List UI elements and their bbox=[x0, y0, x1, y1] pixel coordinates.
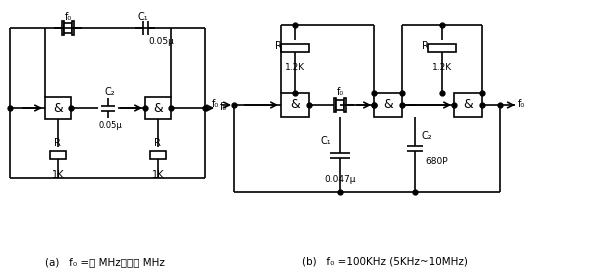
Text: 1.2K: 1.2K bbox=[432, 64, 452, 73]
Bar bbox=[281, 93, 309, 117]
Text: f₀: f₀ bbox=[64, 12, 71, 22]
Text: C₂: C₂ bbox=[104, 87, 115, 97]
Text: &: & bbox=[153, 102, 163, 114]
Bar bbox=[45, 97, 71, 119]
Bar bbox=[50, 151, 66, 159]
Bar bbox=[62, 21, 64, 35]
Text: 680P: 680P bbox=[425, 158, 448, 167]
Bar bbox=[374, 93, 402, 117]
Bar bbox=[428, 44, 456, 52]
Text: f₀: f₀ bbox=[517, 99, 524, 109]
Text: R: R bbox=[275, 41, 281, 51]
Text: C₁: C₁ bbox=[320, 136, 331, 146]
Text: 0.05μ: 0.05μ bbox=[98, 121, 122, 129]
Bar bbox=[145, 97, 171, 119]
Text: C₁: C₁ bbox=[137, 12, 148, 22]
Text: 0.047μ: 0.047μ bbox=[324, 174, 356, 184]
Bar bbox=[334, 98, 336, 112]
Text: 1.2K: 1.2K bbox=[285, 64, 305, 73]
Text: f₀: f₀ bbox=[337, 87, 344, 97]
Text: &: & bbox=[383, 98, 393, 112]
Bar bbox=[72, 21, 74, 35]
Text: f₀: f₀ bbox=[211, 99, 218, 109]
Text: R: R bbox=[422, 41, 428, 51]
Text: C₂: C₂ bbox=[422, 131, 433, 141]
Bar bbox=[344, 98, 346, 112]
Text: 1K: 1K bbox=[152, 170, 164, 180]
Bar bbox=[336, 100, 344, 110]
Text: 0.05μ: 0.05μ bbox=[148, 37, 174, 45]
Bar bbox=[64, 23, 72, 33]
Text: &: & bbox=[53, 102, 63, 114]
Text: R: R bbox=[53, 138, 61, 148]
Text: f₀: f₀ bbox=[220, 102, 227, 112]
Bar bbox=[454, 93, 482, 117]
Text: (b)   f₀ =100KHz (5KHz~10MHz): (b) f₀ =100KHz (5KHz~10MHz) bbox=[302, 257, 468, 267]
Text: 1K: 1K bbox=[52, 170, 64, 180]
Text: &: & bbox=[463, 98, 473, 112]
Text: (a)   f₀ =几 MHz～几十 MHz: (a) f₀ =几 MHz～几十 MHz bbox=[45, 257, 165, 267]
Bar bbox=[281, 44, 309, 52]
Text: &: & bbox=[290, 98, 300, 112]
Bar bbox=[150, 151, 166, 159]
Text: R: R bbox=[154, 138, 160, 148]
